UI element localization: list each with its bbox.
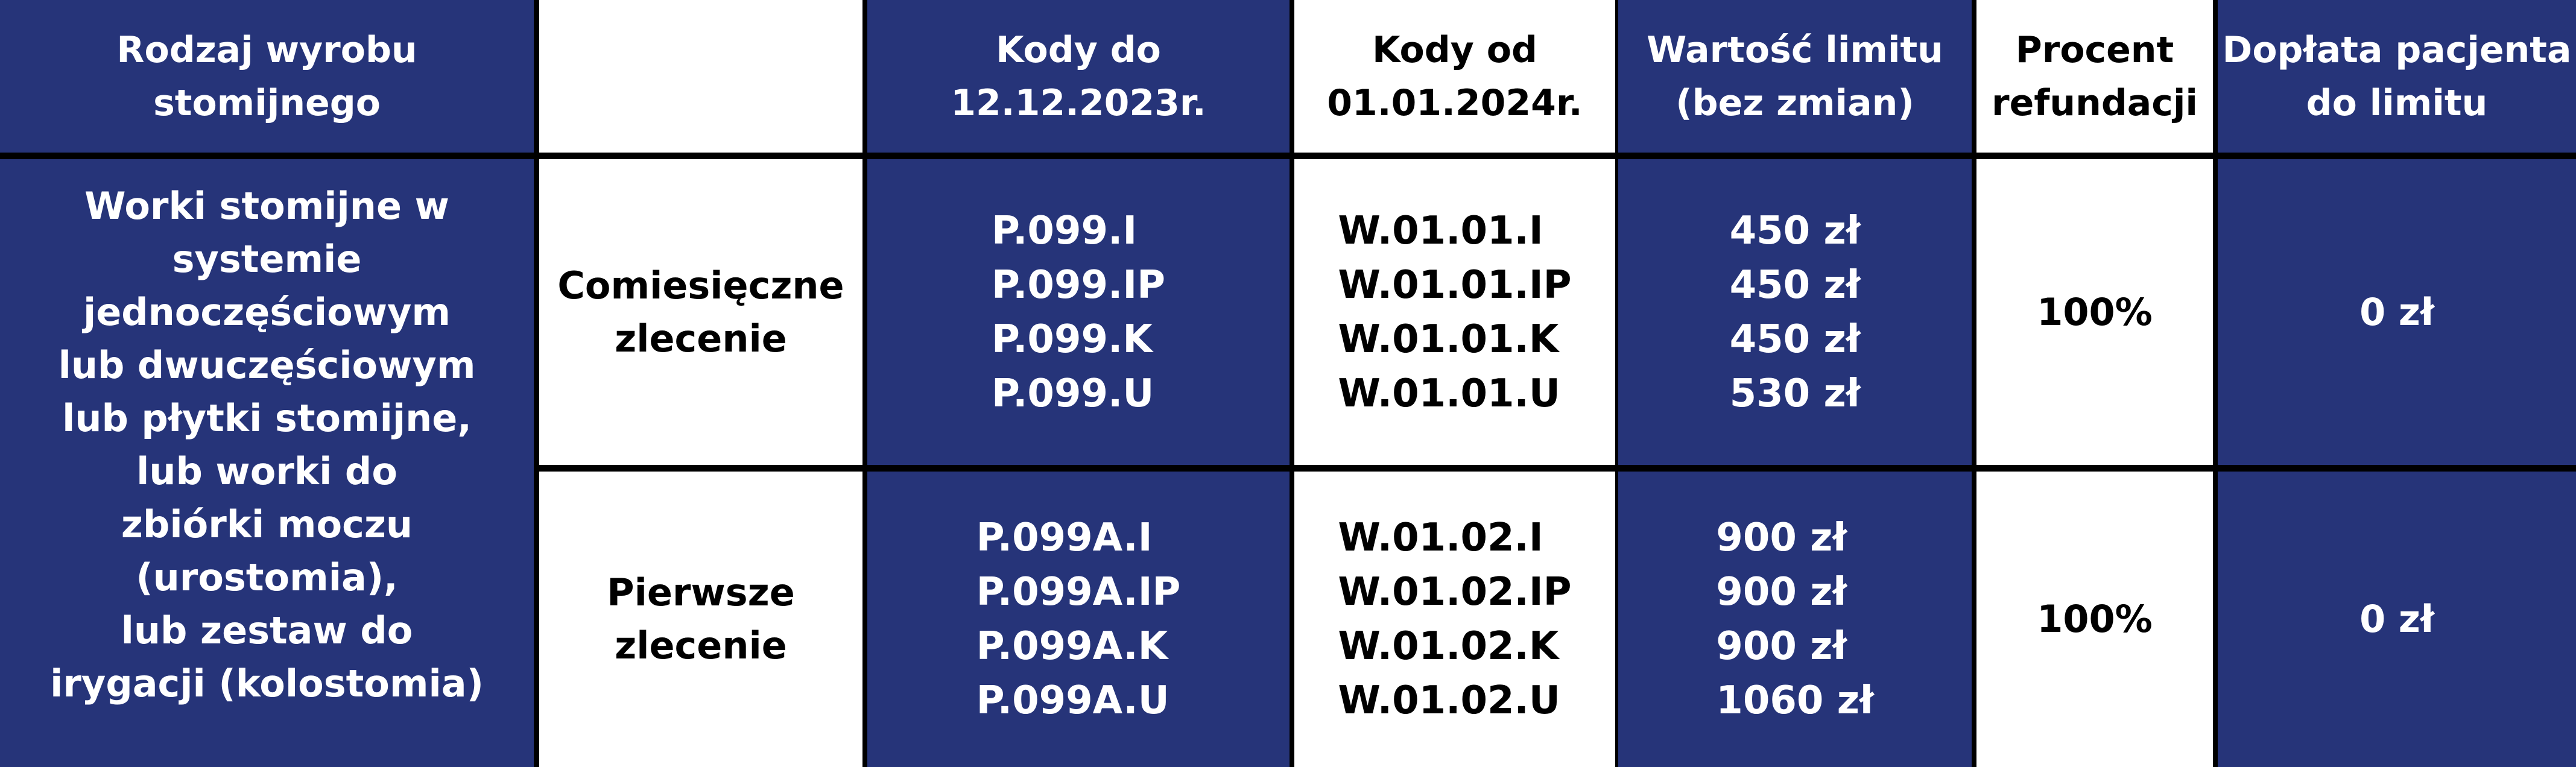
header-empty — [539, 0, 862, 153]
limit-value: 530 zł — [1729, 371, 1861, 416]
row-type-text: Pierwsze — [607, 570, 795, 614]
product-line: lub dwuczęściowym — [58, 343, 476, 387]
header-text: Rodzaj wyrobu — [116, 28, 417, 71]
code: P.099A.IP — [976, 570, 1181, 614]
header-text: refundacji — [1992, 81, 2198, 124]
code: W.01.02.U — [1338, 678, 1560, 723]
limit-value: 450 zł — [1729, 208, 1861, 253]
row-type-text: zlecenie — [615, 623, 787, 668]
header-text: do limitu — [2306, 81, 2488, 124]
code: P.099.IP — [991, 262, 1166, 308]
limit-value: 900 zł — [1716, 570, 1847, 614]
limit-value: 450 zł — [1729, 262, 1861, 308]
percent-cell: 100% — [1976, 159, 2213, 465]
product-line: Worki stomijne w systemie — [84, 184, 449, 281]
header-limit: Wartość limitu (bez zmian) — [1618, 0, 1972, 153]
product-line: zbiórki moczu (urostomia), — [121, 502, 413, 599]
header-product-type: Rodzaj wyrobu stomijnego — [0, 0, 534, 153]
row-type-text: zlecenie — [615, 316, 787, 361]
limit-value: 450 zł — [1729, 317, 1861, 362]
header-text: Kody od — [1372, 28, 1537, 71]
row-type-monthly: Comiesięczne zlecenie — [539, 159, 862, 465]
header-copay: Dopłata pacjenta do limitu — [2218, 0, 2576, 153]
copay-cell: 0 zł — [2218, 472, 2576, 767]
percent-cell: 100% — [1976, 472, 2213, 767]
product-line: lub worki do — [136, 449, 397, 493]
limit-value: 900 zł — [1716, 624, 1847, 669]
code: P.099.I — [991, 208, 1138, 253]
limits-cell: 900 zł 900 zł 900 zł 1060 zł — [1618, 472, 1972, 767]
row-type-text: Comiesięczne — [557, 263, 844, 308]
code: W.01.02.IP — [1338, 570, 1572, 614]
code: W.01.01.IP — [1338, 262, 1572, 308]
product-line: lub płytki stomijne, — [62, 396, 472, 440]
limit-value: 1060 zł — [1716, 678, 1874, 723]
header-text: stomijnego — [153, 81, 381, 124]
code: W.01.01.I — [1338, 208, 1543, 253]
header-text: Wartość limitu — [1647, 28, 1943, 71]
limit-value: 900 zł — [1716, 516, 1847, 560]
code: W.01.02.K — [1338, 624, 1559, 669]
header-text: (bez zmian) — [1676, 81, 1914, 124]
product-line: irygacji (kolostomia) — [50, 661, 484, 705]
code: W.01.01.K — [1338, 317, 1559, 362]
new-codes-cell: W.01.02.I W.01.02.IP W.01.02.K W.01.02.U — [1294, 472, 1615, 767]
header-percent: Procent refundacji — [1976, 0, 2213, 153]
copay-cell: 0 zł — [2218, 159, 2576, 465]
product-line: jednoczęściowym — [83, 290, 451, 334]
product-description: Worki stomijne w systemie jednoczęściowy… — [0, 159, 534, 767]
limits-cell: 450 zł 450 zł 450 zł 530 zł — [1618, 159, 1972, 465]
header-old-codes: Kody do 12.12.2023r. — [867, 0, 1290, 153]
code: W.01.01.U — [1338, 371, 1560, 416]
code: P.099A.U — [976, 678, 1169, 723]
code: P.099.U — [991, 371, 1154, 416]
code: P.099A.K — [976, 624, 1168, 669]
old-codes-cell: P.099.I P.099.IP P.099.K P.099.U — [867, 159, 1290, 465]
code: P.099A.I — [976, 516, 1153, 560]
row-type-first: Pierwsze zlecenie — [539, 472, 862, 767]
header-new-codes: Kody od 01.01.2024r. — [1294, 0, 1615, 153]
product-line: lub zestaw do — [121, 608, 413, 652]
header-text: 12.12.2023r. — [951, 81, 1206, 124]
code: P.099.K — [991, 317, 1153, 362]
header-text: 01.01.2024r. — [1327, 81, 1583, 124]
header-text: Kody do — [996, 28, 1161, 71]
old-codes-cell: P.099A.I P.099A.IP P.099A.K P.099A.U — [867, 472, 1290, 767]
new-codes-cell: W.01.01.I W.01.01.IP W.01.01.K W.01.01.U — [1294, 159, 1615, 465]
header-text: Dopłata pacjenta — [2222, 28, 2572, 71]
code: W.01.02.I — [1338, 516, 1543, 560]
header-text: Procent — [2015, 28, 2174, 71]
